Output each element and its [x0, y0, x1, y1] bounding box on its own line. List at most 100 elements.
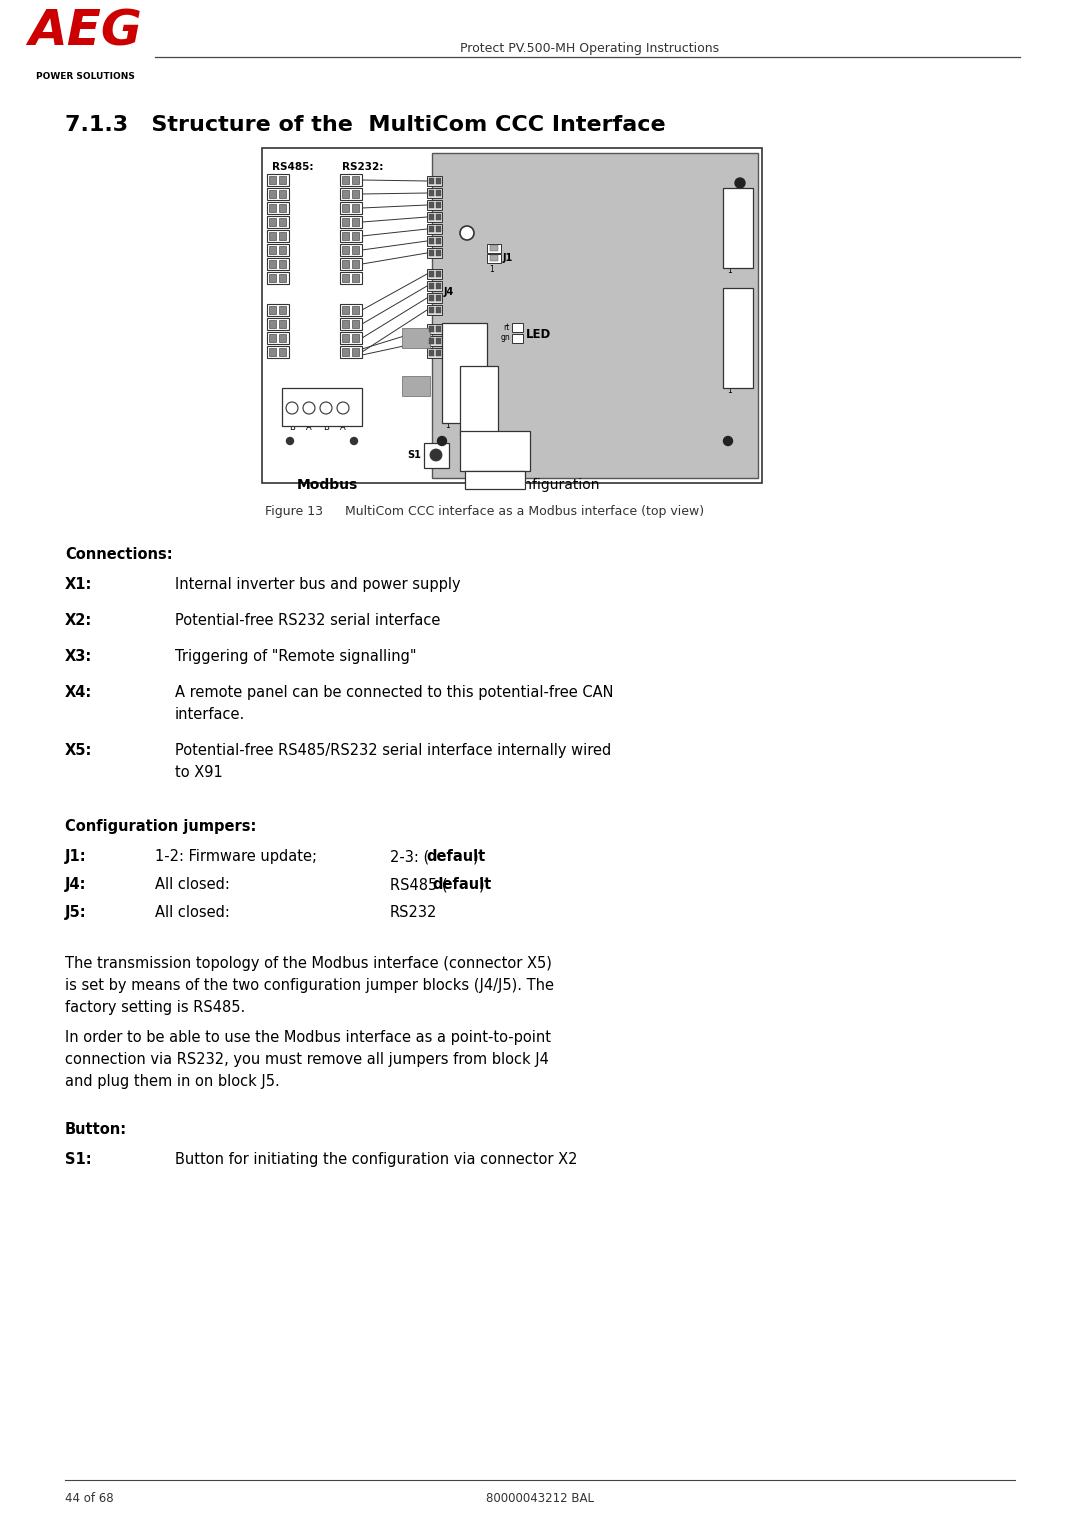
Bar	[342, 260, 349, 269]
Text: factory setting is RS485.: factory setting is RS485.	[65, 1000, 245, 1015]
Bar	[436, 337, 441, 344]
Bar	[279, 205, 286, 212]
Bar	[342, 246, 349, 253]
Text: 7.1.3   Structure of the  MultiCom CCC Interface: 7.1.3 Structure of the MultiCom CCC Inte…	[65, 115, 665, 134]
Bar	[427, 336, 442, 347]
Bar	[342, 232, 349, 240]
Bar	[267, 331, 289, 344]
Bar	[342, 205, 349, 212]
Text: X1: X1	[727, 195, 741, 206]
Text: 80000043212 BAL: 80000043212 BAL	[486, 1492, 594, 1506]
Bar	[352, 218, 359, 226]
Circle shape	[437, 437, 446, 446]
Text: B: B	[289, 423, 295, 432]
Bar	[427, 212, 442, 221]
Bar	[352, 334, 359, 342]
Bar	[267, 258, 289, 270]
Text: B: B	[323, 423, 329, 432]
Text: RS485 (: RS485 (	[390, 876, 447, 892]
Text: A: A	[340, 423, 346, 432]
Text: and plug them in on block J5.: and plug them in on block J5.	[65, 1073, 280, 1089]
Bar	[352, 246, 359, 253]
Bar	[340, 244, 362, 257]
Bar	[269, 189, 276, 199]
Bar	[427, 348, 442, 357]
Bar	[269, 348, 276, 356]
Bar	[340, 258, 362, 270]
Circle shape	[286, 402, 298, 414]
Text: X2: X2	[480, 450, 497, 461]
Bar	[279, 176, 286, 183]
Bar	[427, 305, 442, 315]
Text: J5:: J5:	[65, 906, 86, 919]
Text: ): )	[478, 876, 485, 892]
Bar	[427, 247, 442, 258]
Text: RS232: RS232	[390, 906, 437, 919]
Bar	[279, 348, 286, 356]
Text: RS485:: RS485:	[272, 162, 313, 173]
Bar	[352, 205, 359, 212]
Bar	[279, 260, 286, 269]
Bar	[279, 246, 286, 253]
Bar	[342, 334, 349, 342]
Bar	[429, 179, 434, 183]
Text: default: default	[433, 876, 492, 892]
Text: All closed:: All closed:	[156, 906, 230, 919]
Bar	[429, 238, 434, 244]
Bar	[262, 148, 762, 483]
Text: 2-3: (: 2-3: (	[390, 849, 429, 864]
Bar	[436, 179, 441, 183]
Bar	[436, 282, 441, 289]
Text: Configuration: Configuration	[504, 478, 599, 492]
Bar	[427, 224, 442, 234]
Bar	[402, 328, 430, 348]
Text: The transmission topology of the Modbus interface (connector X5): The transmission topology of the Modbus …	[65, 956, 552, 971]
Bar	[340, 347, 362, 357]
Bar	[279, 305, 286, 315]
Bar	[460, 366, 498, 437]
Bar	[340, 272, 362, 284]
Text: Button:: Button:	[65, 1122, 127, 1138]
Bar	[269, 218, 276, 226]
Bar	[427, 237, 442, 246]
Bar	[279, 232, 286, 240]
Bar	[267, 202, 289, 214]
Text: 1: 1	[522, 435, 527, 444]
Bar	[342, 218, 349, 226]
Bar	[267, 215, 289, 228]
Text: 1: 1	[727, 266, 732, 275]
Text: In order to be able to use the Modbus interface as a point-to-point: In order to be able to use the Modbus in…	[65, 1031, 551, 1044]
Text: A: A	[306, 423, 312, 432]
Text: Figure 13: Figure 13	[265, 505, 323, 518]
Bar	[427, 176, 442, 186]
Bar	[460, 431, 530, 470]
Bar	[269, 205, 276, 212]
Text: J4: J4	[444, 287, 455, 296]
Bar	[465, 470, 525, 489]
Bar	[723, 289, 753, 388]
Text: X4: X4	[468, 402, 485, 411]
Text: MultiCom CCC interface as a Modbus interface (top view): MultiCom CCC interface as a Modbus inter…	[345, 505, 704, 518]
Bar	[267, 318, 289, 330]
Bar	[432, 153, 758, 478]
Text: X1:: X1:	[65, 577, 93, 592]
Text: gn: gn	[500, 333, 510, 342]
Text: is set by means of the two configuration jumper blocks (J4/J5). The: is set by means of the two configuration…	[65, 977, 554, 993]
Bar	[340, 202, 362, 214]
Text: Internal inverter bus and power supply: Internal inverter bus and power supply	[175, 577, 461, 592]
Circle shape	[337, 402, 349, 414]
Bar	[267, 174, 289, 186]
Bar	[279, 321, 286, 328]
Bar	[269, 321, 276, 328]
Bar	[429, 337, 434, 344]
Text: Potential-free RS485/RS232 serial interface internally wired: Potential-free RS485/RS232 serial interf…	[175, 744, 611, 757]
Bar	[340, 215, 362, 228]
Text: RS232:: RS232:	[342, 162, 383, 173]
Bar	[267, 272, 289, 284]
Bar	[352, 176, 359, 183]
Circle shape	[351, 438, 357, 444]
Bar	[267, 188, 289, 200]
Text: rt: rt	[503, 322, 510, 331]
Text: Protect PV.500-MH Operating Instructions: Protect PV.500-MH Operating Instructions	[460, 43, 719, 55]
Bar	[267, 231, 289, 241]
